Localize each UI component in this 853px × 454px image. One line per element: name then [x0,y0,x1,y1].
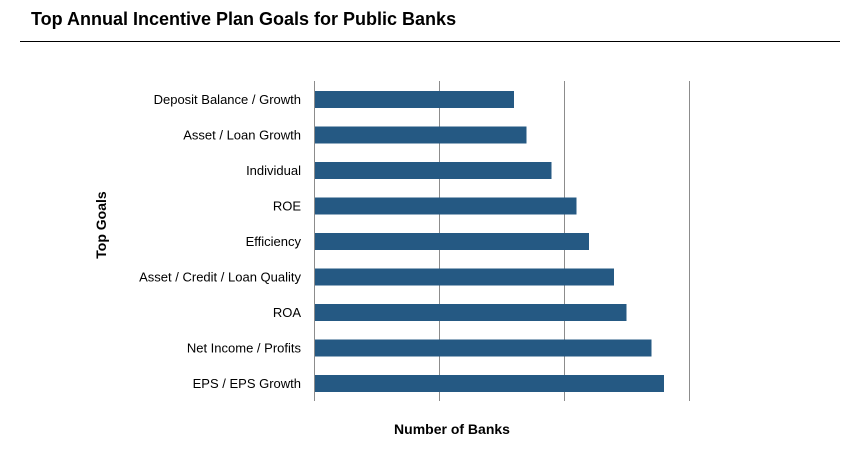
category-label: Net Income / Profits [187,341,302,356]
chart-title: Top Annual Incentive Plan Goals for Publ… [31,9,457,29]
title-divider [20,41,840,42]
category-label: Deposit Balance / Growth [154,92,301,107]
bar [315,304,627,321]
bar [315,375,664,392]
category-label: Asset / Loan Growth [183,128,301,143]
x-axis-label: Number of Banks [394,421,510,437]
category-labels: Deposit Balance / Growth Asset / Loan Gro… [139,92,301,391]
bar [315,162,552,179]
bar [315,91,514,108]
category-label: ROA [273,305,302,320]
bars [315,91,664,392]
bar [315,126,527,144]
bar [315,268,614,286]
bar [315,233,589,250]
category-label: Asset / Credit / Loan Quality [139,270,301,285]
bar [315,197,577,215]
category-label: Individual [246,163,301,178]
bar [315,339,652,357]
category-label: ROE [273,199,302,214]
category-label: Efficiency [246,234,302,249]
category-label: EPS / EPS Growth [193,376,301,391]
